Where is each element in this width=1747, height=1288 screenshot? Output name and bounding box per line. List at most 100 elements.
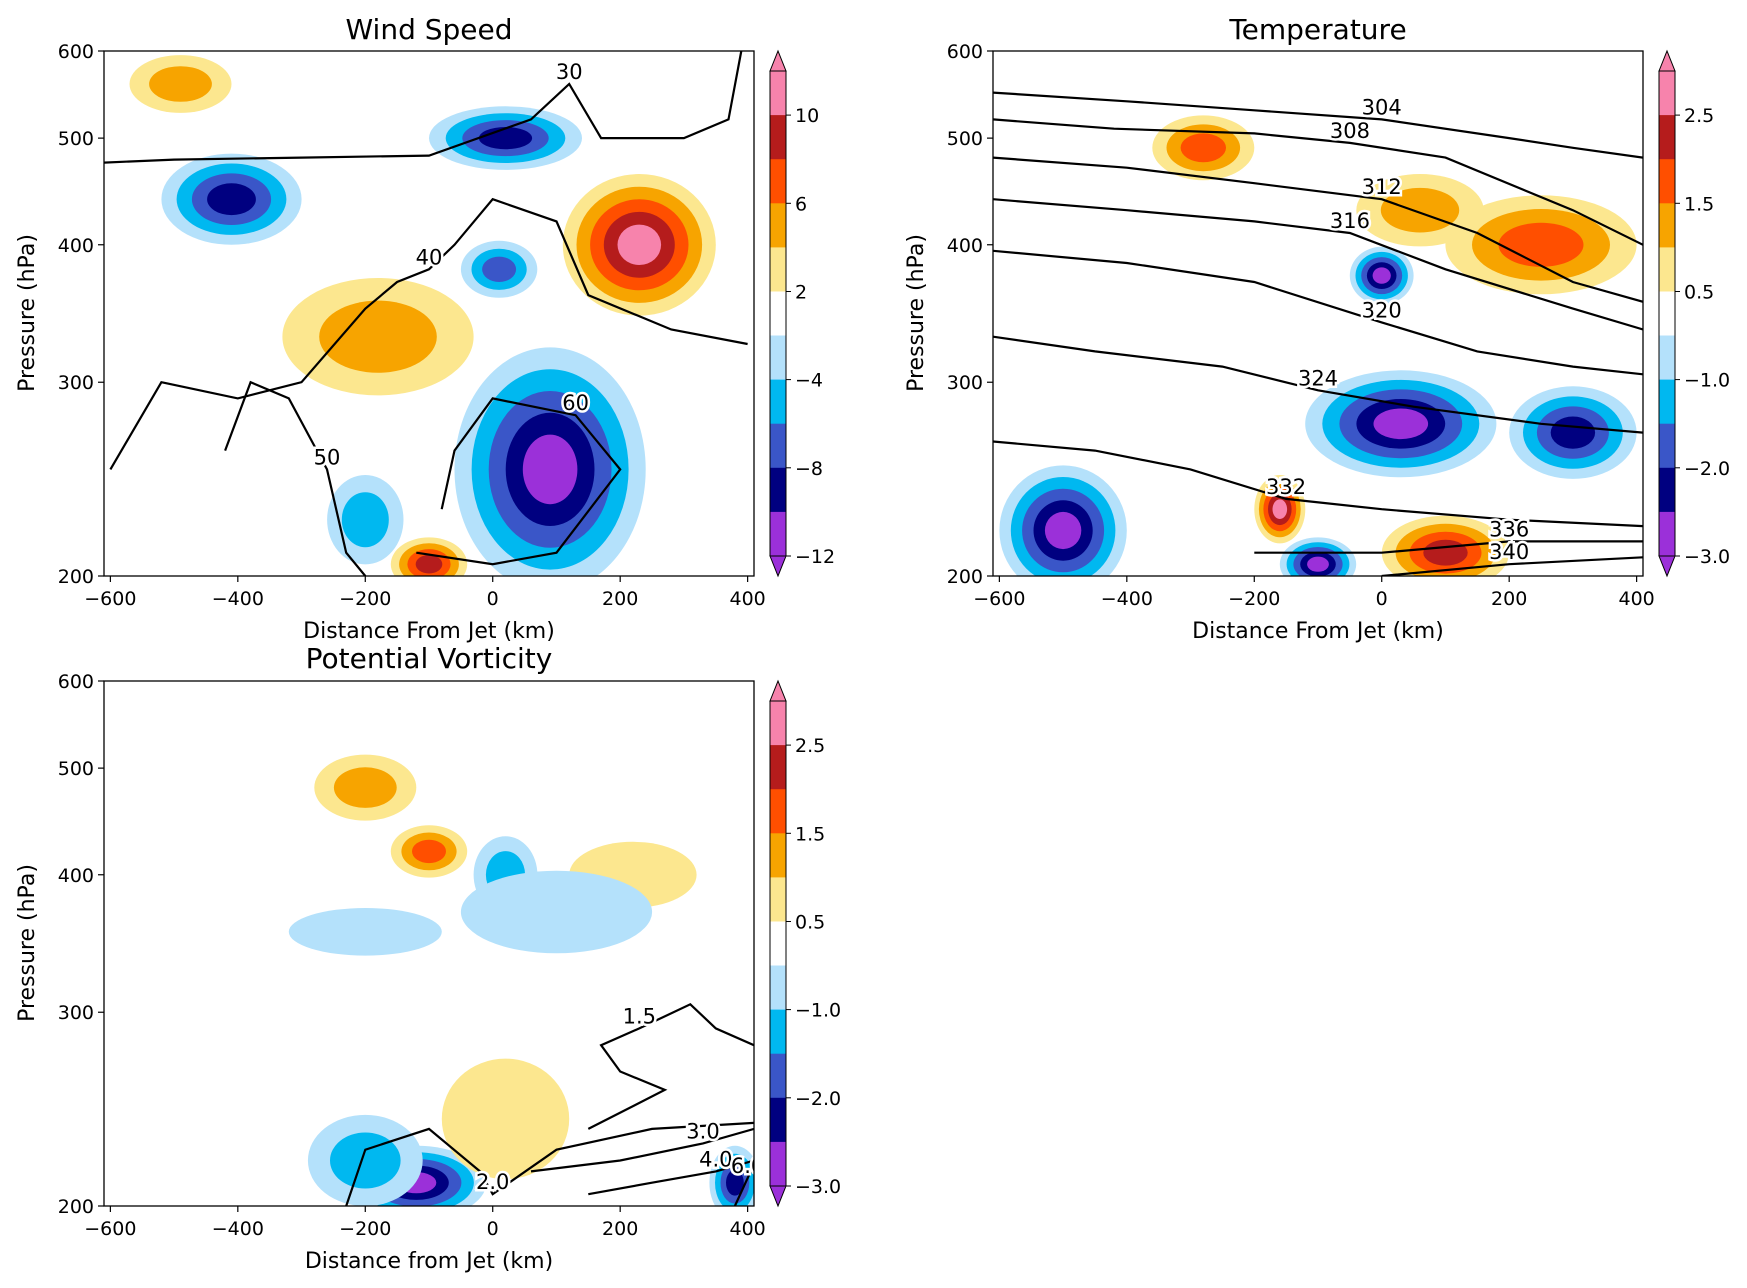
colorbar-tick-label: −4 xyxy=(795,370,823,392)
field-patch xyxy=(1272,499,1288,519)
potential-vorticity-panel: 2.0 1.5 3.0 4.06.0 −600 −400 −200 0 200 400 200 3… xyxy=(15,642,841,1274)
y-axis-label: Pressure (hPa) xyxy=(15,234,40,392)
y-tick-label: 500 xyxy=(947,128,983,150)
field-patch xyxy=(726,1169,744,1196)
contour-line-324 xyxy=(993,335,1643,434)
x-axis-label: Distance from Jet (km) xyxy=(305,1249,553,1274)
colorbar-extend-max xyxy=(1658,49,1676,72)
colorbar-swatch xyxy=(1659,379,1675,425)
colorbar-swatch xyxy=(770,115,786,160)
x-tick-label: −600 xyxy=(84,1218,136,1240)
colorbar-swatch xyxy=(770,1009,786,1055)
field-patch xyxy=(1180,133,1227,163)
contour-label-1.5: 1.5 xyxy=(623,1004,656,1028)
colorbar: 2.5 1.5 0.5 −1.0 −2.0 −3.0 xyxy=(769,679,841,1208)
temperature-field xyxy=(999,115,1637,576)
x-tick-label: 400 xyxy=(1618,588,1654,610)
contour-line-304 xyxy=(993,91,1643,159)
colorbar-swatch xyxy=(1659,203,1675,248)
x-tick-label: 200 xyxy=(602,1218,638,1240)
x-tick-label: −200 xyxy=(339,1218,391,1240)
y-tick-label: 200 xyxy=(58,566,94,588)
colorbar-swatch xyxy=(770,71,786,116)
y-tick-label: 400 xyxy=(58,235,94,257)
contour-line-2.0 xyxy=(345,1121,754,1206)
x-tick-label: 400 xyxy=(729,588,765,610)
y-tick-label: 500 xyxy=(58,128,94,150)
x-tick-label: 0 xyxy=(1376,588,1388,610)
x-tick-label: −400 xyxy=(212,588,264,610)
x-tick-label: −400 xyxy=(1101,588,1153,610)
y-tick-label: 400 xyxy=(947,235,983,257)
colorbar-tick-label: 2.5 xyxy=(1684,105,1714,127)
colorbar-swatch xyxy=(770,701,786,746)
colorbar-tick-label: −1.0 xyxy=(795,1000,841,1022)
colorbar-tick-label: 0.5 xyxy=(1684,282,1714,304)
colorbar-swatch xyxy=(770,745,786,790)
y-tick-label: 300 xyxy=(947,372,983,394)
contour-line-1.5 xyxy=(587,1002,754,1130)
y-tick-label: 300 xyxy=(58,1002,94,1024)
x-axis-ticks: −600 −400 −200 0 200 400 xyxy=(84,1206,766,1240)
field-patch xyxy=(482,256,517,282)
plot-frame xyxy=(103,680,755,1207)
contour-label-312: 312 xyxy=(1362,175,1402,199)
colorbar-swatch xyxy=(1659,159,1675,204)
wind-speed-contours: 30 40 50 60 xyxy=(104,51,748,576)
colorbar-swatch xyxy=(770,291,786,337)
field-patch xyxy=(1550,416,1596,449)
y-tick-label: 200 xyxy=(58,1196,94,1218)
x-tick-label: 0 xyxy=(487,1218,499,1240)
contour-line-316 xyxy=(993,198,1643,331)
x-tick-label: −600 xyxy=(973,588,1025,610)
plot-frame xyxy=(103,50,755,577)
x-axis-ticks: −600 −400 −200 0 200 400 xyxy=(973,576,1655,610)
contour-label-40: 40 xyxy=(416,245,443,269)
x-axis-label: Distance From Jet (km) xyxy=(1192,619,1444,644)
colorbar-swatch xyxy=(1659,71,1675,116)
contour-label-60: 60 xyxy=(562,391,589,415)
colorbar-swatch xyxy=(770,203,786,248)
colorbar-swatch xyxy=(770,423,786,469)
y-axis-ticks: 200 300 400 500 600 xyxy=(58,671,104,1218)
colorbar-tick-label: 1.5 xyxy=(1684,193,1714,215)
colorbar-swatch xyxy=(1659,423,1675,469)
panel-title: Potential Vorticity xyxy=(306,642,553,675)
wind-speed-panel: 30 40 50 60 −600 −400 −200 0 200 400 200 300 400 50… xyxy=(15,13,835,644)
colorbar-swatch xyxy=(770,877,786,923)
colorbar-frame xyxy=(769,700,787,1187)
contour-label-308: 308 xyxy=(1330,119,1370,143)
contour-line-50 xyxy=(224,380,367,576)
y-tick-label: 600 xyxy=(58,671,94,693)
wind-speed-field xyxy=(129,55,716,576)
field-patch xyxy=(1372,267,1391,284)
contour-label-4.0: 4.0 xyxy=(699,1147,732,1171)
colorbar-swatch xyxy=(770,1053,786,1099)
colorbar-swatch xyxy=(770,921,786,967)
contour-label-340: 340 xyxy=(1489,540,1529,564)
y-tick-label: 400 xyxy=(58,865,94,887)
x-tick-label: 200 xyxy=(1491,588,1527,610)
y-tick-label: 600 xyxy=(58,41,94,63)
field-patch xyxy=(478,127,533,150)
contour-label-336: 336 xyxy=(1489,517,1529,541)
contour-line-6.0 xyxy=(733,1164,754,1206)
field-patch xyxy=(1373,408,1429,440)
contour-line-340 xyxy=(1381,556,1643,576)
panel-title: Temperature xyxy=(1228,13,1406,46)
colorbar-frame xyxy=(1658,70,1676,557)
colorbar-frame xyxy=(769,70,787,557)
field-patch xyxy=(1380,187,1460,233)
contour-label-332: 332 xyxy=(1266,475,1306,499)
field-patch xyxy=(412,839,446,864)
colorbar-swatch xyxy=(1659,115,1675,160)
field-patch xyxy=(441,1058,570,1180)
contour-line-4.0 xyxy=(588,1159,754,1196)
contour-line-60 xyxy=(416,397,622,566)
field-patch xyxy=(341,492,389,548)
x-tick-label: −200 xyxy=(339,588,391,610)
contour-line-336 xyxy=(1254,540,1643,554)
contour-label-304: 304 xyxy=(1362,95,1402,119)
